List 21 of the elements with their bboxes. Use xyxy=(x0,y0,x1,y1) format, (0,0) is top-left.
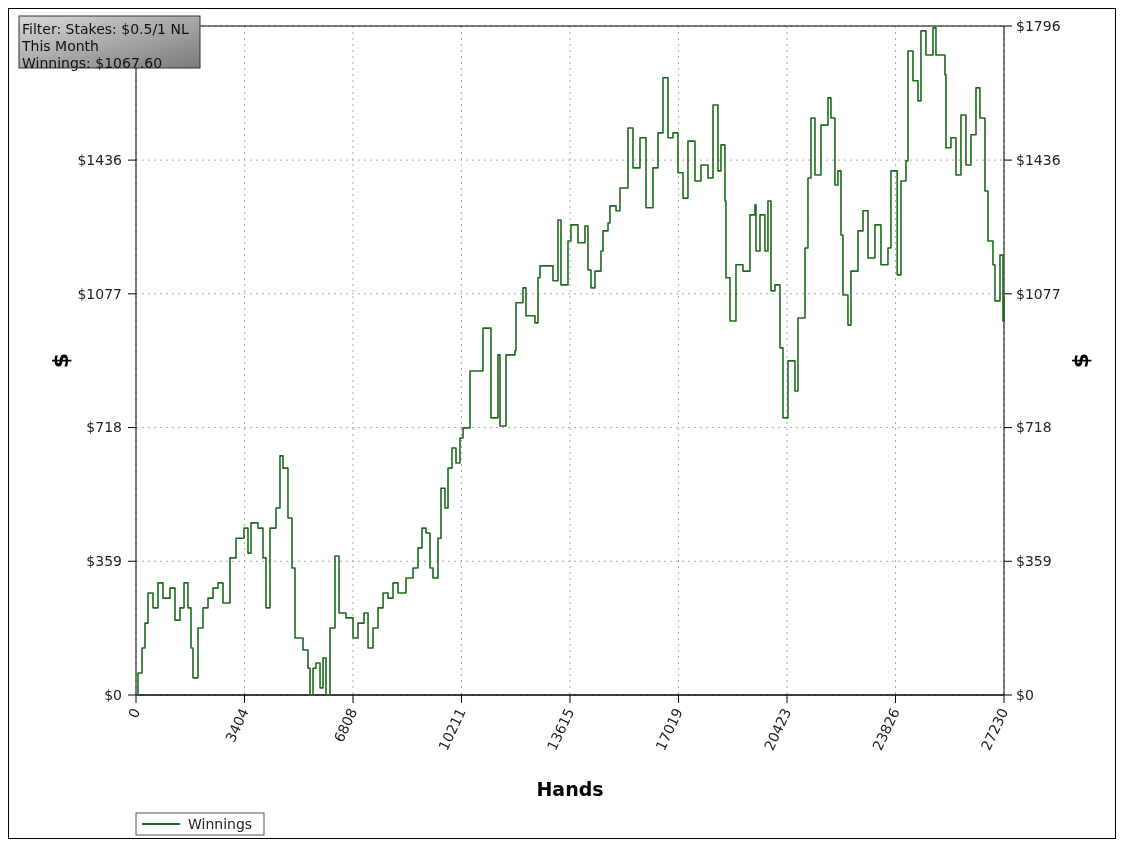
x-tick-label: 0 xyxy=(124,705,144,721)
y-tick-label: $1436 xyxy=(77,152,123,168)
y-tick-label: $1077 xyxy=(77,285,122,302)
y2-tick-label: $1077 xyxy=(1016,285,1061,302)
x-tick-label: 6808 xyxy=(330,705,361,745)
annotation: Filter: Stakes: $0.5/1 NL xyxy=(22,20,189,37)
text: This Month xyxy=(21,37,99,54)
y2-tick-label: $1796 xyxy=(1016,17,1061,34)
y-tick-label: $359 xyxy=(86,553,122,570)
y2-axis-title: $ xyxy=(1067,352,1093,369)
y2-tick-label: $359 xyxy=(1016,553,1052,570)
y2-tick-label: $1436 xyxy=(1016,152,1061,168)
x-axis-title: Hands xyxy=(536,778,604,800)
legend-label: Winnings xyxy=(188,815,253,832)
y-tick-label: $718 xyxy=(86,419,122,436)
y2-tick-label: $0 xyxy=(1016,686,1034,703)
y-tick-label: $0 xyxy=(104,686,122,703)
y2-tick-label: $718 xyxy=(1016,419,1052,436)
y-axis-title: $ xyxy=(47,352,73,369)
x-tick-label: 3404 xyxy=(222,705,252,745)
annotation: Winnings: $1067.60 xyxy=(22,54,163,71)
